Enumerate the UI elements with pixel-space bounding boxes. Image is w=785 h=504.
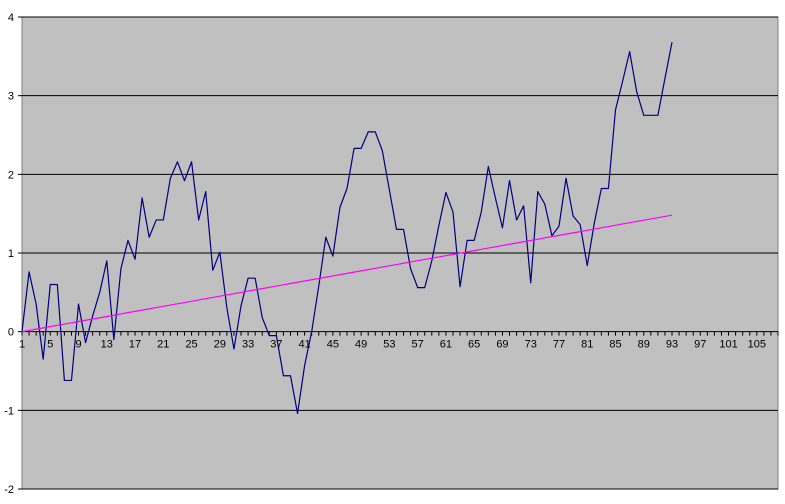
y-tick-label: 4 (8, 12, 14, 24)
x-tick-label: 61 (440, 339, 452, 351)
x-tick-label: 85 (609, 339, 621, 351)
x-tick-label: 37 (270, 339, 282, 351)
x-tick-label: 69 (496, 339, 508, 351)
x-tick-label: 93 (666, 339, 678, 351)
x-tick-label: 13 (101, 339, 113, 351)
series-line-1 (21, 42, 673, 415)
x-tick-label: 97 (694, 339, 706, 351)
y-tick-label: 3 (8, 91, 14, 103)
x-tick-label: 53 (383, 339, 395, 351)
x-tick-label: 17 (129, 339, 141, 351)
x-tick-label: 65 (468, 339, 480, 351)
x-tick-label: 77 (553, 339, 565, 351)
x-tick-label: 105 (748, 339, 766, 351)
x-tick-label: 73 (525, 339, 537, 351)
x-tick-label: 81 (581, 339, 593, 351)
y-tick-label: -2 (4, 484, 14, 496)
x-tick-label: 1 (19, 339, 25, 351)
x-tick-label: 101 (719, 339, 737, 351)
y-tick-label: 0 (8, 327, 14, 339)
x-tick-label: 45 (327, 339, 339, 351)
series-line-2 (21, 214, 673, 333)
x-tick-label: 89 (638, 339, 650, 351)
x-tick-label: 29 (214, 339, 226, 351)
y-tick-label: -1 (4, 405, 14, 417)
x-tick-label: 9 (75, 339, 81, 351)
x-tick-label: 5 (47, 339, 53, 351)
x-tick-label: 49 (355, 339, 367, 351)
x-tick-label: 41 (298, 339, 310, 351)
x-tick-label: 25 (185, 339, 197, 351)
y-tick-label: 2 (8, 169, 14, 181)
x-tick-label: 57 (412, 339, 424, 351)
x-tick-label: 33 (242, 339, 254, 351)
x-tick-label: 21 (157, 339, 169, 351)
y-tick-label: 1 (8, 248, 14, 260)
